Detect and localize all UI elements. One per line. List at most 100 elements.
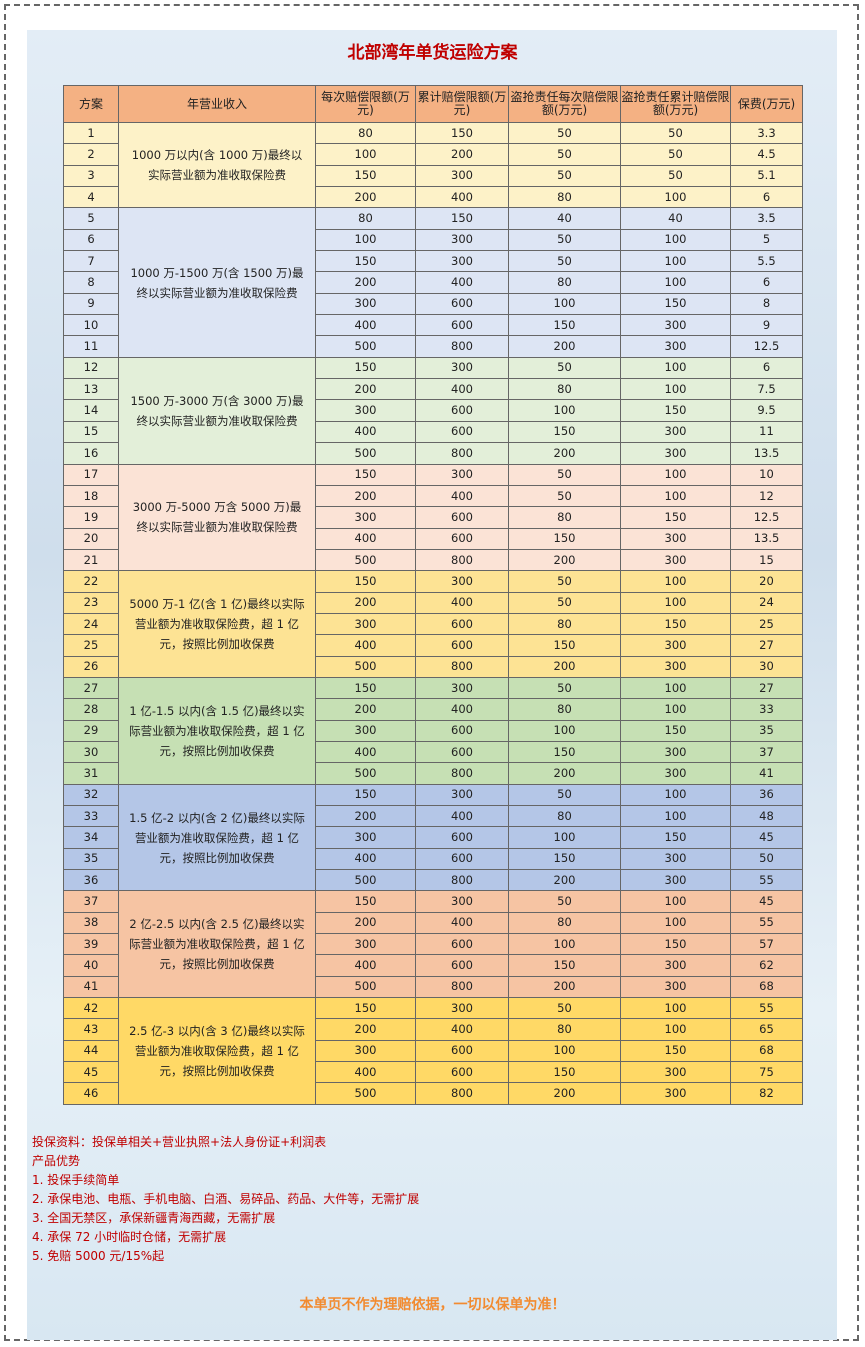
value-cell: 9.5 <box>730 399 803 422</box>
plan-number: 20 <box>63 527 119 550</box>
value-cell: 300 <box>415 890 509 913</box>
value-cell: 50 <box>508 164 621 188</box>
value-cell: 50 <box>508 463 621 486</box>
value-cell: 400 <box>315 527 416 550</box>
plan-number: 27 <box>63 676 119 700</box>
plan-table: 方案 年营业收入 每次赔偿限额(万元) 累计赔偿限额(万元) 盗抢责任每次赔偿限额(万元… <box>63 85 803 1105</box>
value-cell: 300 <box>620 762 731 785</box>
value-cell: 150 <box>415 121 509 145</box>
plan-number: 42 <box>63 997 119 1020</box>
value-cell: 62 <box>730 954 803 977</box>
value-cell: 800 <box>415 442 509 465</box>
value-cell: 150 <box>315 570 416 593</box>
value-cell: 100 <box>620 890 731 913</box>
plan-number: 43 <box>63 1018 119 1041</box>
value-cell: 36 <box>730 783 803 807</box>
value-cell: 100 <box>620 997 731 1020</box>
value-cell: 100 <box>508 1039 621 1063</box>
value-cell: 600 <box>415 612 509 636</box>
value-cell: 100 <box>620 911 731 935</box>
value-cell: 150 <box>620 506 731 529</box>
value-cell: 400 <box>315 420 416 444</box>
value-cell: 200 <box>508 975 621 999</box>
value-cell: 5.5 <box>730 250 803 273</box>
value-cell: 800 <box>415 975 509 999</box>
column-header: 年营业收入 <box>118 85 316 123</box>
value-cell: 500 <box>315 442 416 465</box>
plan-number: 26 <box>63 655 119 678</box>
value-cell: 400 <box>415 591 509 614</box>
plan-number: 5 <box>63 207 119 230</box>
value-cell: 100 <box>620 250 731 273</box>
income-cell: 5000 万-1 亿(含 1 亿)最终以实际营业额为准收取保险费，超 1 亿元，… <box>118 570 316 678</box>
value-cell: 300 <box>620 548 731 572</box>
value-cell: 80 <box>508 698 621 721</box>
table-row: 12 1500 万-3000 万(含 3000 万)最终以实际营业额为准收取保险费… <box>63 356 803 465</box>
value-cell: 75 <box>730 1061 803 1084</box>
plan-number: 34 <box>63 826 119 849</box>
value-cell: 300 <box>315 506 416 529</box>
value-cell: 150 <box>508 634 621 657</box>
plan-number: 18 <box>63 484 119 508</box>
value-cell: 50 <box>508 783 621 807</box>
value-cell: 50 <box>508 228 621 252</box>
column-header: 盗抢责任累计赔偿限额(万元) <box>620 85 731 123</box>
note-line: 2. 承保电池、电瓶、手机电脑、白酒、易碎品、药品、大件等，无需扩展 <box>32 1192 420 1206</box>
value-cell: 600 <box>415 1061 509 1084</box>
note-line: 产品优势 <box>32 1154 81 1168</box>
plan-number: 15 <box>63 420 119 444</box>
plan-number: 33 <box>63 804 119 828</box>
value-cell: 3.3 <box>730 121 803 145</box>
value-cell: 24 <box>730 591 803 614</box>
plan-number: 21 <box>63 548 119 572</box>
plan-number: 11 <box>63 335 119 358</box>
table-row: 29 300 600 100 150 35 <box>63 719 803 742</box>
value-cell: 150 <box>620 1039 731 1063</box>
value-cell: 200 <box>508 548 621 572</box>
value-cell: 65 <box>730 1018 803 1041</box>
value-cell: 300 <box>415 570 509 593</box>
value-cell: 150 <box>508 954 621 977</box>
value-cell: 800 <box>415 1082 509 1105</box>
value-cell: 200 <box>508 869 621 892</box>
value-cell: 500 <box>315 975 416 999</box>
plan-number: 1 <box>63 121 119 145</box>
value-cell: 8 <box>730 292 803 316</box>
value-cell: 80 <box>508 612 621 636</box>
value-cell: 800 <box>415 762 509 785</box>
value-cell: 50 <box>508 997 621 1020</box>
table-row: 32 1.5 亿-2 以内(含 2 亿)最终以实际营业额为准收取保险费，超 1 亿… <box>63 783 803 892</box>
plan-number: 24 <box>63 612 119 636</box>
value-cell: 150 <box>508 740 621 764</box>
table-row: 1 1000 万以内(含 1000 万)最终以实际营业额为准收取保险费 80 150 5… <box>63 121 803 209</box>
value-cell: 300 <box>415 164 509 188</box>
value-cell: 150 <box>315 250 416 273</box>
value-cell: 600 <box>415 740 509 764</box>
table-row: 4 200 400 80 100 6 <box>63 186 803 209</box>
title: 北部湾年单货运险方案 <box>347 43 518 63</box>
plan-number: 28 <box>63 698 119 721</box>
value-cell: 500 <box>315 335 416 358</box>
value-cell: 100 <box>620 591 731 614</box>
value-cell: 100 <box>508 933 621 956</box>
value-cell: 150 <box>508 847 621 871</box>
table-row: 22 5000 万-1 亿(含 1 亿)最终以实际营业额为准收取保险费，超 1 亿… <box>63 570 803 678</box>
value-cell: 300 <box>620 869 731 892</box>
value-cell: 200 <box>315 484 416 508</box>
value-cell: 300 <box>620 335 731 358</box>
value-cell: 100 <box>508 399 621 422</box>
value-cell: 100 <box>315 143 416 166</box>
value-cell: 800 <box>415 548 509 572</box>
value-cell: 600 <box>415 527 509 550</box>
value-cell: 100 <box>620 271 731 294</box>
value-cell: 48 <box>730 804 803 828</box>
value-cell: 600 <box>415 420 509 444</box>
plan-number: 23 <box>63 591 119 614</box>
value-cell: 80 <box>315 207 416 230</box>
value-cell: 500 <box>315 655 416 678</box>
plan-number: 41 <box>63 975 119 999</box>
value-cell: 800 <box>415 655 509 678</box>
value-cell: 50 <box>508 676 621 700</box>
value-cell: 600 <box>415 1039 509 1063</box>
column-header: 保费(万元) <box>730 85 803 123</box>
